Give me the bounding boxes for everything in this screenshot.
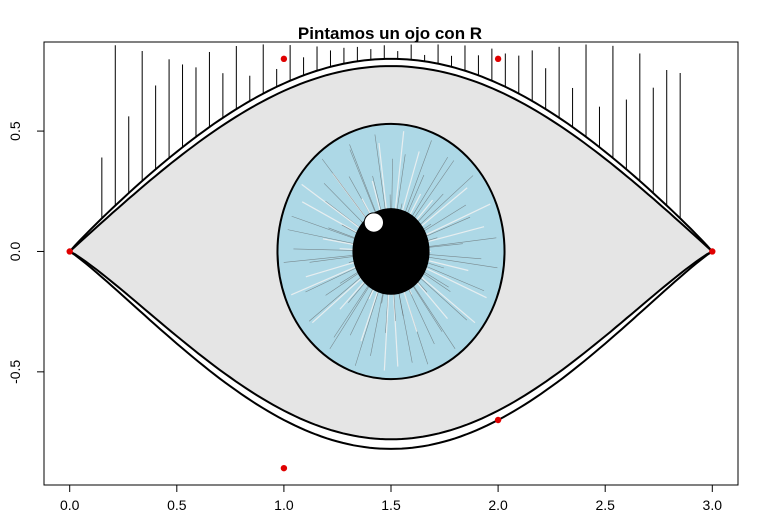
chart-title: Pintamos un ojo con R [298, 24, 482, 43]
lower-eyelid-line [69, 250, 713, 450]
control-point [494, 416, 502, 424]
pupil-highlight [363, 212, 385, 233]
y-tick-label: 0.5 [7, 121, 23, 141]
control-point [280, 464, 288, 472]
x-tick-label: 2.0 [488, 497, 508, 513]
eyelash-group [101, 44, 681, 219]
x-tick-label: 1.0 [274, 497, 294, 513]
upper-eyelid-line [68, 57, 714, 253]
y-tick-label: 0.0 [7, 242, 23, 262]
y-tick-label: -0.5 [7, 360, 23, 384]
eye-group [67, 57, 715, 450]
control-point [709, 248, 716, 255]
control-point [494, 55, 502, 63]
control-points-group [66, 55, 716, 472]
x-tick-label: 0.0 [60, 497, 80, 513]
x-tick-label: 0.5 [167, 497, 187, 513]
x-tick-label: 3.0 [703, 497, 723, 513]
x-tick-label: 2.5 [595, 497, 615, 513]
axes-group: 0.0 0.5 1.0 1.5 2.0 2.5 3.0 -0.5 0.0 0.5 [7, 121, 722, 513]
control-point [280, 55, 288, 63]
control-point [66, 248, 73, 255]
x-tick-label: 1.5 [381, 497, 401, 513]
